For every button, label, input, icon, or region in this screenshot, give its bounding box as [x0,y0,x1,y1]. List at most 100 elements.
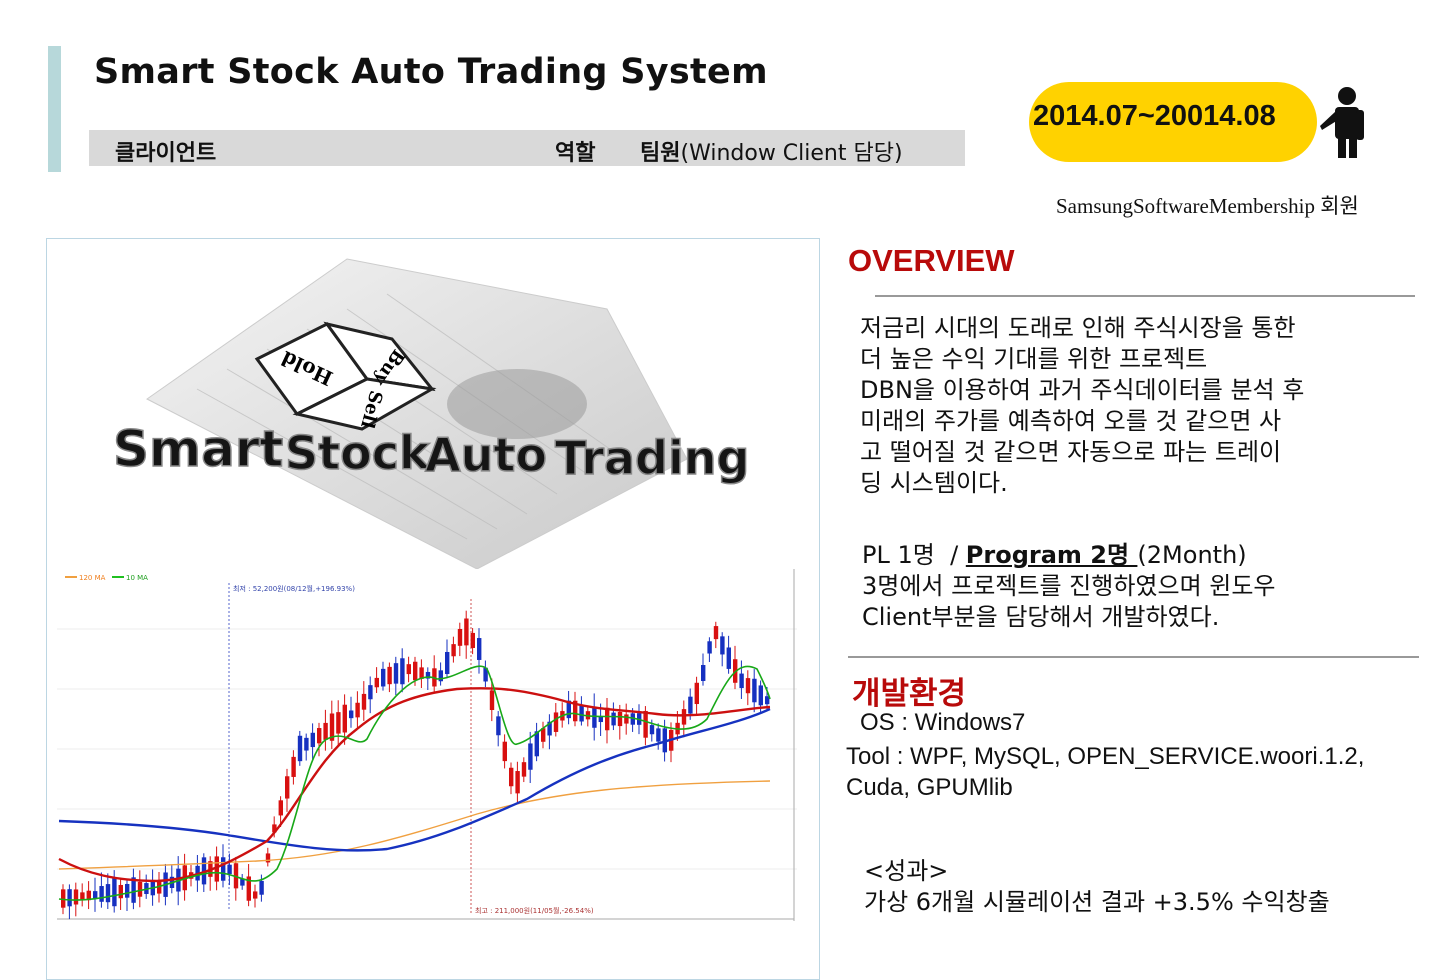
env-tool: Tool : WPF, MySQL, OPEN_SERVICE.woori.1.… [846,743,1365,801]
legend-10ma: 10 MA [126,574,148,582]
candle [425,671,431,679]
ma-red-line [58,687,771,883]
candle [227,864,232,875]
chart-min-label: 최고 : 211,000원(11/05월,-26.54%) [475,906,594,915]
candle [566,700,571,719]
result-heading: <성과> [864,857,949,885]
candle [528,743,533,770]
candle [758,685,763,706]
candle [617,711,623,727]
candle [515,771,520,794]
ma-10-line [58,665,771,901]
candle [406,664,411,675]
overview-line: 미래의 주가를 예측하여 오를 것 같으면 사 [860,407,1282,435]
candle [701,665,706,681]
logo-word-trading: Trading [555,431,749,485]
image-panel: Hold Buy Sell Smart Stock Auto Trading 1… [46,238,820,980]
page-title: Smart Stock Auto Trading System [94,52,768,92]
dev-env-heading: 개발환경 [852,676,967,712]
candle [112,878,117,907]
candle [649,725,655,735]
candle [681,709,687,725]
candle [464,618,469,646]
candle [125,883,130,898]
candle [547,721,552,736]
candle [278,800,283,816]
candle [387,666,392,685]
env-os: OS : Windows7 [860,709,1026,736]
candle [374,677,379,688]
overview-heading: OVERVIEW [848,243,1015,278]
candle [521,762,527,777]
candle [643,710,648,738]
candle [745,678,751,694]
candle [336,712,341,734]
sst-logo: Hold Buy Sell Smart Stock Auto Trading [112,258,750,569]
team-pl: PL 1명 / [862,541,966,569]
candle [541,728,546,742]
legend-120ma: 120 MA [79,574,106,582]
candle [765,696,770,705]
candle [509,767,514,787]
candle [310,732,315,748]
candle [105,884,111,903]
candle [240,878,245,886]
candle [291,756,296,777]
logo-word-stock: Stock [285,426,431,480]
candle [118,884,123,899]
candle [214,856,219,882]
candle [592,707,597,728]
candle [630,713,635,725]
ma-120-line [58,780,771,870]
result-block: <성과> 가상 6개월 시뮬레이션 결과 +3.5% 수익창출 [864,856,1330,918]
candle [694,682,699,705]
candle [355,702,360,718]
candle [67,889,72,907]
chart-max-label: 최저 : 52,200원(08/12월,+196.93%) [233,584,355,593]
candle [707,641,712,654]
candle [739,673,744,689]
role-bar: 클라이언트 역할 팀원(Window Client 담당) [89,130,965,166]
candle [221,857,226,881]
candle [285,776,290,799]
candle [457,628,463,646]
date-pill [1029,82,1317,162]
date-range: 2014.07~20014.08 [1033,100,1276,132]
team-line: Client부분을 담당해서 개발하였다. [862,603,1220,631]
candle [393,663,399,684]
candle [400,658,405,685]
candle [73,889,79,905]
overview-line: 딩 시스템이다. [860,469,1008,497]
membership-note: SamsungSoftwareMembership 회원 [1056,194,1359,218]
candle [329,713,335,741]
overview-line: DBN을 이용하여 과거 주식데이터를 분석 후 [860,376,1305,404]
team-line: 3명에서 프로젝트를 진행하였으며 윈도우 [862,572,1276,600]
member-role-detail: (Window Client 담당) [680,141,903,166]
candle [137,881,143,897]
presenter-icon [1320,87,1364,158]
candle [483,667,488,682]
role-label: 역할 [555,141,596,166]
candle [605,707,610,731]
candle [86,890,91,901]
candle [253,891,258,899]
env-rule [848,656,1419,658]
candle-group [61,610,770,920]
title-accent-bar [48,46,61,172]
candle [317,728,322,744]
candle [656,728,661,742]
overview-line: 더 높은 수익 기대를 위한 프로젝트 [860,345,1208,373]
member-role: 팀원(Window Client 담당) [640,135,903,167]
candle [93,891,98,899]
candle [726,647,731,669]
candle [342,704,347,733]
candle [477,638,482,660]
candle [489,690,495,711]
candle [688,696,693,714]
candle [361,693,367,710]
overview-line: 저금리 시대의 도래로 인해 주식시장을 통한 [860,314,1296,342]
team-duration: (2Month) [1137,541,1247,569]
candle [304,737,309,751]
candle [752,678,757,703]
candle [611,712,616,726]
